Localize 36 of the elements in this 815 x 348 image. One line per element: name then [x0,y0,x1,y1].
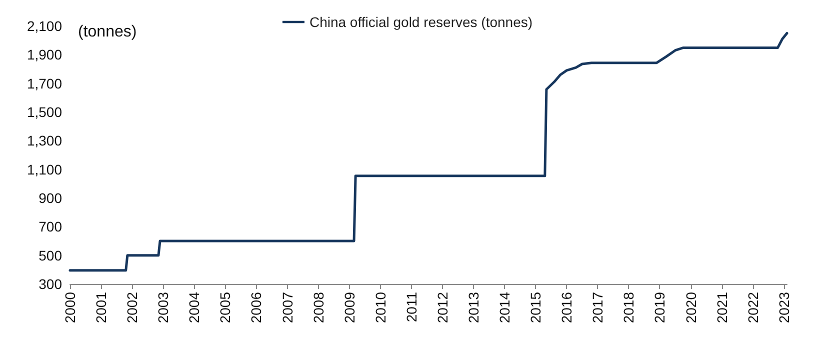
y-tick-label: 1,500 [26,104,62,120]
y-tick-label: 500 [38,247,62,264]
y-tick-label: 300 [38,276,62,292]
y-tick-label: 700 [38,218,62,235]
y-tick-label: 900 [38,190,62,206]
x-tick-label: 2003 [155,292,172,324]
x-tick-label: 2015 [528,292,544,324]
y-tick-label: 1,100 [26,161,62,178]
x-tick-label: 2010 [372,292,388,324]
x-tick-label: 2007 [279,292,296,324]
y-axis-title: (tonnes) [78,24,137,40]
x-tick-label: 2016 [558,292,575,324]
x-tick-label: 2017 [590,292,606,324]
x-tick-label: 2006 [248,292,264,324]
x-tick-label: 2011 [403,292,420,322]
y-tick-label: 1,300 [26,132,62,149]
x-tick-label: 2012 [434,292,450,324]
y-tick-label: 1,700 [26,75,62,92]
x-tick-label: 2000 [62,292,78,324]
x-tick-label: 2022 [744,292,761,324]
x-tick-label: 2004 [186,292,202,324]
x-tick-label: 2021 [714,292,730,324]
x-tick-label: 2001 [93,292,110,324]
x-tick-label: 2020 [682,292,699,324]
y-tick-label: 1,900 [26,46,62,63]
x-tick-label: 2018 [620,292,637,324]
x-tick-label: 2002 [124,292,140,324]
legend-label: China official gold reserves (tonnes) [309,14,533,30]
x-tick-label: 2005 [217,292,234,324]
x-tick-label: 2013 [466,292,482,324]
x-tick-label: 2008 [310,292,326,324]
y-tick-label: 2,100 [26,18,62,34]
x-tick-label: 2009 [341,292,358,324]
x-tick-label: 2019 [652,292,668,324]
x-tick-label: 2014 [496,292,513,324]
x-tick-label: 2023 [776,292,792,324]
